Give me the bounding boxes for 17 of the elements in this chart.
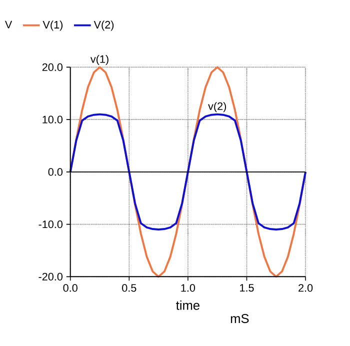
annotation: v(1) <box>90 55 108 66</box>
y-tick-label: -20.0 <box>38 272 63 281</box>
y-tick-label: 0.0 <box>48 168 63 176</box>
x-tick-label: 1.0 <box>181 284 196 292</box>
annotation: v(2) <box>208 102 226 112</box>
legend-label: V(2) <box>94 20 114 31</box>
y-tick-label: 20.0 <box>42 63 63 72</box>
y-tick-label: -10.0 <box>38 220 63 228</box>
legend-title: V <box>4 20 12 28</box>
x-axis-title: time <box>176 300 200 310</box>
x-tick-label: 2.0 <box>298 284 313 292</box>
x-tick-label: 0.5 <box>122 284 136 292</box>
y-tick-label: 10.0 <box>42 116 63 124</box>
x-tick-label: 0.0 <box>63 284 78 292</box>
legend-label: V(1) <box>42 20 63 31</box>
text: mS <box>230 314 249 324</box>
x-tick-label: 1.5 <box>240 284 254 292</box>
